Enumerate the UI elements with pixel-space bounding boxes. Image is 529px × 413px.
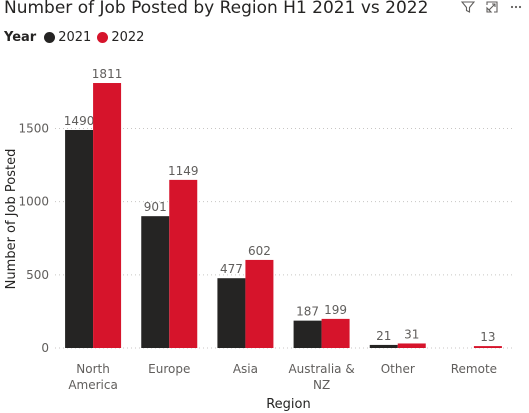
x-tick-label: Other (381, 362, 415, 376)
legend-label-2022: 2022 (111, 30, 145, 45)
bar-2021 (369, 344, 398, 348)
chart-title: Number of Job Posted by Region H1 2021 v… (4, 0, 429, 18)
data-label-2022: 602 (248, 244, 271, 258)
x-tick-label: NZ (313, 378, 330, 392)
legend-swatch-2021 (44, 32, 56, 43)
data-label-2021: 901 (144, 200, 167, 214)
bar-2021 (65, 129, 94, 348)
x-tick-label: Australia & (288, 362, 354, 376)
visual-header-toolbar (461, 0, 523, 14)
bar-2021 (141, 216, 170, 348)
more-options-icon[interactable] (509, 0, 523, 14)
bar-2021 (217, 278, 246, 348)
bar-2022 (397, 343, 426, 348)
x-tick-label: America (68, 378, 118, 392)
y-axis-title: Number of Job Posted (4, 149, 19, 290)
legend: Year 2021 2022 (4, 30, 150, 45)
x-tick-label: Europe (148, 362, 190, 376)
legend-label-2021: 2021 (58, 30, 92, 45)
data-label-2022: 199 (324, 303, 347, 317)
bar-2022 (321, 318, 350, 348)
bar-2022 (93, 83, 122, 349)
bar-2022 (245, 259, 274, 348)
x-axis-title: Region (266, 397, 311, 412)
focus-mode-icon[interactable] (485, 0, 499, 14)
y-tick-label: 1000 (18, 195, 49, 209)
y-tick-label: 1500 (18, 122, 49, 136)
data-label-2021: 187 (296, 305, 319, 319)
bar-2022 (169, 179, 198, 348)
data-label-2022: 31 (404, 327, 419, 341)
data-label-2022: 1811 (92, 67, 123, 81)
x-tick-label: Asia (233, 362, 258, 376)
legend-item-2021[interactable]: 2021 (44, 30, 91, 45)
filter-icon[interactable] (461, 0, 475, 14)
legend-title: Year (4, 30, 37, 45)
data-label-2021: 21 (376, 329, 391, 343)
legend-swatch-2022 (97, 32, 109, 43)
data-label-2022: 1149 (168, 164, 199, 178)
bar-2022 (473, 346, 502, 348)
legend-item-2022[interactable]: 2022 (97, 30, 144, 45)
x-tick-label: Remote (451, 362, 497, 376)
data-label-2021: 477 (220, 262, 243, 276)
y-tick-label: 0 (41, 341, 49, 355)
y-tick-label: 500 (26, 268, 49, 282)
data-label-2021: 1490 (64, 114, 95, 128)
bar-2021 (293, 320, 322, 348)
x-tick-label: North (76, 362, 110, 376)
data-label-2022: 13 (480, 330, 495, 344)
